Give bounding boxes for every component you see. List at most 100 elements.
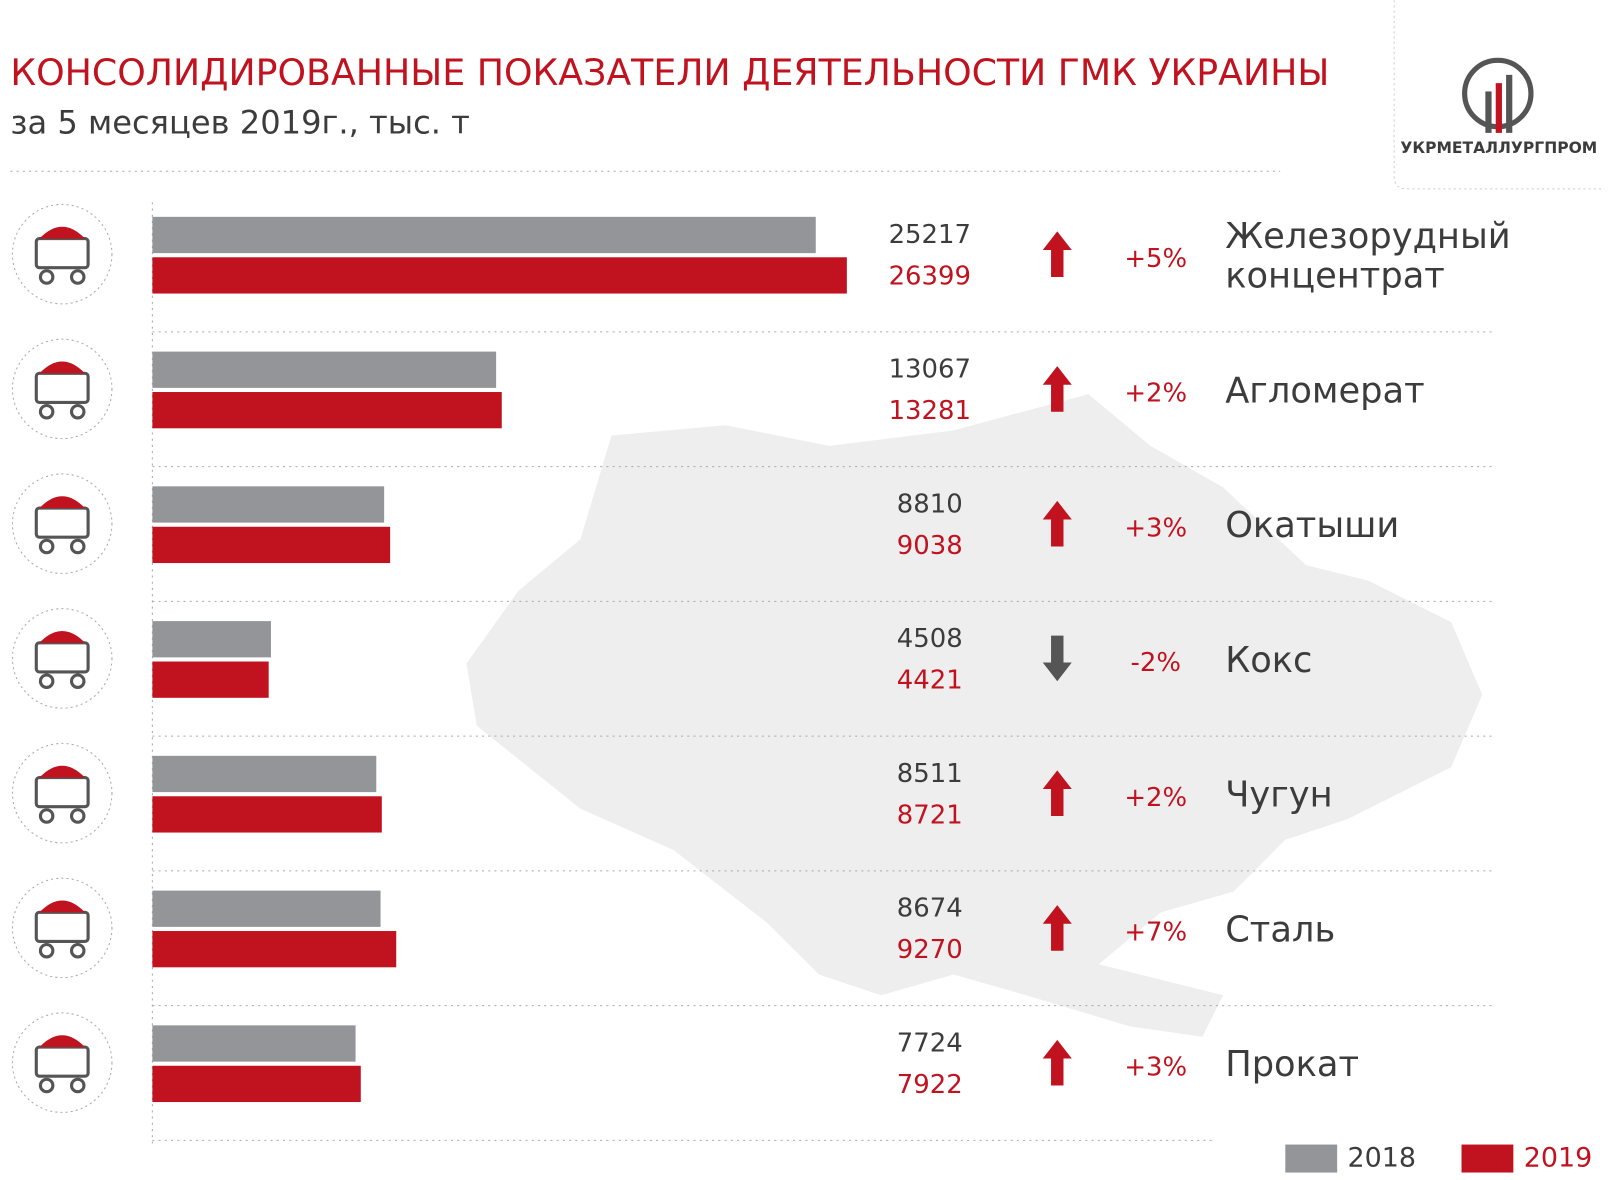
icon-load [39, 900, 85, 913]
change-arrow [1042, 1039, 1072, 1086]
value-label: 9038 [897, 531, 963, 561]
bar [152, 351, 497, 388]
icon-circle [11, 338, 113, 440]
change-label: +2% [1124, 379, 1187, 409]
change-arrow [1042, 905, 1072, 951]
category-label-box: Прокат [1225, 1044, 1360, 1086]
bar [152, 486, 385, 523]
value-label: 8511 [897, 759, 963, 789]
bar [152, 1025, 356, 1062]
category-label-box: Окатыши [1225, 505, 1400, 547]
value-label: 8721 [897, 800, 963, 830]
icon-wheel [38, 538, 55, 555]
category-label-box: Сталь [1225, 909, 1336, 951]
category-label-box: Железорудный концентрат [1225, 215, 1511, 297]
bar [152, 755, 377, 793]
icon-wheel [69, 538, 86, 555]
value-label: 25217 [889, 220, 971, 250]
icon-body [34, 371, 90, 404]
legend-label: 2018 [1348, 1143, 1417, 1174]
bar [152, 392, 502, 429]
bar [152, 931, 397, 968]
bar [152, 1065, 361, 1103]
bar [152, 661, 269, 698]
bar [152, 216, 816, 254]
icon-load [39, 630, 85, 643]
category-label: Кокс [1225, 639, 1313, 682]
icon-circle [11, 203, 113, 305]
logo-bar [1506, 74, 1513, 133]
category-label-box: Чугун [1225, 774, 1333, 816]
category-label: Сталь [1225, 909, 1336, 951]
change-label: +5% [1124, 244, 1187, 274]
change-arrow [1042, 500, 1072, 547]
change-label: -2% [1131, 648, 1181, 678]
icon-circle [11, 608, 113, 709]
icon-load [39, 226, 85, 239]
category-label-box: Кокс [1225, 639, 1313, 682]
bar [152, 621, 271, 658]
icon-wheel [38, 403, 55, 420]
icon-circle [11, 1012, 113, 1113]
icon-body [34, 506, 90, 539]
icon-wheel [69, 808, 86, 824]
change-label: +7% [1124, 918, 1187, 948]
change-label: +3% [1124, 513, 1187, 543]
value-label: 7922 [897, 1070, 963, 1100]
value-label: 4508 [897, 624, 963, 654]
logo-frame [1393, 0, 1605, 190]
legend-label: 2019 [1524, 1143, 1593, 1174]
category-label-box: Агломерат [1225, 370, 1425, 412]
icon-wheel [38, 942, 55, 959]
icon-wheel [38, 269, 55, 285]
legend-swatch [1461, 1144, 1514, 1173]
icon-body [34, 776, 90, 809]
map-background [466, 394, 1483, 1037]
value-label: 8810 [897, 490, 963, 520]
bar [152, 526, 391, 564]
category-label: Агломерат [1225, 370, 1425, 412]
value-label: 8674 [897, 894, 963, 924]
logo-bar [1495, 83, 1502, 133]
bar [152, 796, 382, 833]
icon-wheel [69, 942, 86, 959]
chart-subtitle: за 5 месяцев 2019г., тыс. т [10, 104, 470, 142]
change-arrow [1042, 770, 1072, 816]
icon-circle [11, 877, 113, 979]
category-label: Чугун [1225, 774, 1333, 816]
value-label: 9270 [897, 935, 963, 965]
change-arrow [1042, 366, 1072, 412]
change-arrow [1042, 635, 1072, 682]
logo: УКРМЕТАЛЛУРГПРОМ [1393, 0, 1605, 190]
category-label: Железорудный концентрат [1225, 215, 1511, 297]
value-label: 7724 [897, 1029, 963, 1059]
icon-body [34, 641, 90, 674]
icon-wheel [69, 673, 86, 689]
change-label: +2% [1124, 783, 1187, 813]
icon-body [34, 910, 90, 943]
logo-bar [1485, 91, 1492, 133]
legend-swatch [1285, 1144, 1338, 1173]
value-label: 13281 [889, 396, 971, 426]
category-label: Прокат [1225, 1044, 1360, 1086]
logo-text: УКРМЕТАЛЛУРГПРОМ [1400, 139, 1597, 157]
value-label: 13067 [889, 355, 971, 385]
icon-wheel [38, 673, 55, 689]
icon-wheel [38, 1077, 55, 1094]
icon-wheel [69, 269, 86, 285]
icon-body [34, 1045, 90, 1078]
chart-title: КОНСОЛИДИРОВАННЫЕ ПОКАЗАТЕЛИ ДЕЯТЕЛЬНОСТ… [10, 51, 1329, 94]
icon-load [39, 1035, 85, 1048]
bar [152, 257, 847, 294]
icon-load [39, 496, 85, 509]
icon-wheel [69, 403, 86, 420]
icon-load [39, 765, 85, 778]
value-label: 4421 [897, 666, 963, 696]
icon-circle [11, 742, 113, 844]
icon-wheel [38, 808, 55, 824]
icon-circle [11, 473, 113, 574]
category-label: Окатыши [1225, 505, 1400, 547]
value-label: 26399 [889, 261, 971, 291]
bar [152, 890, 381, 927]
